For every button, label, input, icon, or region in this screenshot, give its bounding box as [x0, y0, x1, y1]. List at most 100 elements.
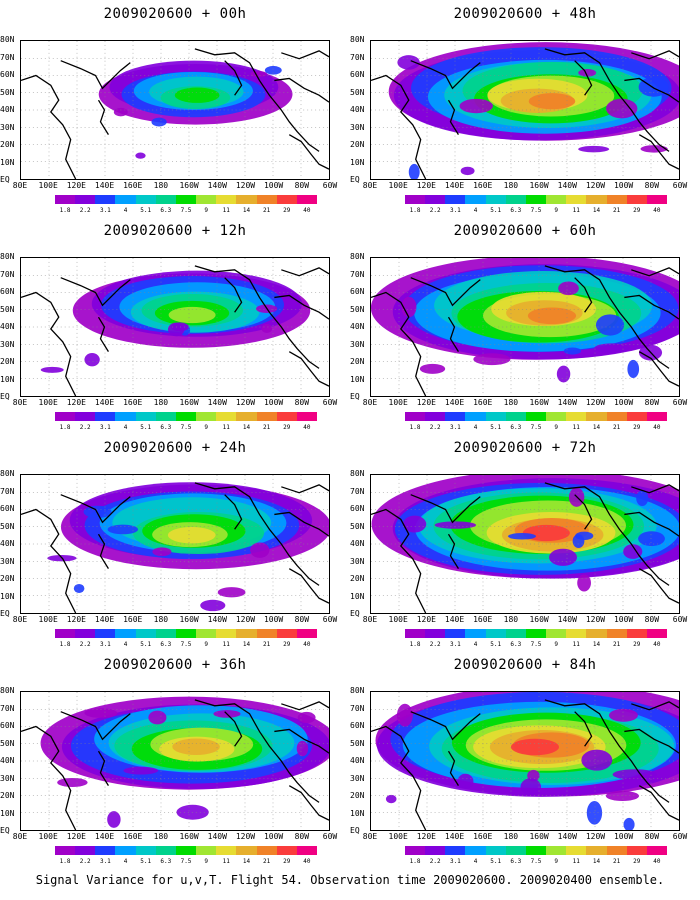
- lat-tick-label: 30N: [350, 773, 365, 783]
- colorbar-level-label: 7.5: [180, 207, 192, 214]
- colorbar-level-label: 40: [653, 207, 661, 214]
- lat-tick-label: 10N: [0, 374, 15, 384]
- colorbar-level-label: 9: [554, 641, 558, 648]
- colorbar: [405, 412, 668, 421]
- lat-tick-label: 50N: [0, 521, 15, 531]
- lat-tick-label: 40N: [350, 539, 365, 548]
- lon-tick-label: 180: [503, 615, 519, 624]
- colorbar-level-label: 11: [572, 641, 580, 648]
- colorbar-swatch: [586, 195, 607, 204]
- lon-tick-label: 80W: [644, 398, 660, 407]
- contour-map-svg: [371, 258, 679, 396]
- lon-tick-label: 100E: [388, 615, 408, 624]
- colorbar-level-label: 40: [303, 858, 311, 865]
- colorbar-swatch: [606, 412, 627, 421]
- lon-tick-label: 140E: [94, 615, 115, 624]
- lat-tick-label: 60N: [0, 70, 15, 79]
- colorbar-level-label: 40: [653, 424, 661, 431]
- lat-tick-label: 60N: [350, 721, 365, 730]
- colorbar-level-label: 5.1: [140, 424, 152, 431]
- variance-patch: [200, 599, 226, 612]
- coastline: [60, 60, 131, 90]
- lon-tick-label: 160E: [473, 832, 493, 841]
- colorbar-level-label: 4: [473, 858, 478, 865]
- lat-tick-label: 70N: [0, 486, 15, 496]
- lat-tick-label: 80N: [0, 252, 15, 261]
- variance-patch: [40, 366, 64, 373]
- map-panel-48h: 2009020600 + 48h 80N 70N 60N 50N 40N 30N 20N 10N…: [350, 0, 700, 217]
- colorbar-level-label: 40: [303, 207, 311, 214]
- lon-tick-label: 160E: [123, 832, 143, 841]
- colorbar-level-label: 21: [612, 424, 621, 431]
- lat-tick-label: EQ: [350, 826, 360, 835]
- lon-tick-label: 80E: [362, 398, 378, 407]
- panel-title: 2009020600 + 84h: [453, 657, 597, 673]
- variance-patch: [460, 166, 475, 176]
- colorbar-level-label: 4: [473, 424, 478, 431]
- colorbar: [405, 629, 668, 638]
- lon-tick-label: 80W: [294, 398, 310, 407]
- contour-map-svg: [371, 692, 679, 830]
- colorbar-swatch: [405, 846, 426, 855]
- colorbar-level-label: 5.1: [140, 858, 152, 865]
- variance-patch: [107, 811, 121, 828]
- variance-patch: [623, 544, 643, 559]
- colorbar-swatch: [566, 846, 587, 855]
- colorbar-swatch: [445, 412, 466, 421]
- colorbar-swatch: [276, 412, 297, 421]
- coastline: [631, 484, 679, 494]
- colorbar-swatch: [155, 412, 176, 421]
- lon-tick-label: 100W: [613, 398, 634, 407]
- colorbar-swatch: [626, 195, 647, 204]
- colorbar-level-label: 4: [123, 207, 128, 214]
- coastline: [574, 494, 593, 530]
- lon-tick-label: 160E: [123, 615, 143, 624]
- lon-tick-label: 160W: [529, 615, 549, 624]
- variance-patch: [73, 583, 85, 593]
- colorbar-level-label: 14: [242, 858, 251, 865]
- colorbar-level-label: 6.3: [510, 858, 522, 865]
- variance-patch: [396, 703, 413, 727]
- lat-tick-label: 10N: [350, 157, 365, 167]
- variance-patch: [84, 708, 118, 718]
- colorbar-swatch: [485, 629, 506, 638]
- lat-tick-label: 20N: [0, 140, 15, 149]
- lon-tick-label: 60W: [322, 832, 338, 841]
- coastline: [638, 351, 679, 387]
- colorbar-swatch: [485, 195, 506, 204]
- colorbar-level-label: 21: [262, 641, 271, 648]
- lon-tick-label: 80W: [294, 181, 310, 190]
- colorbar-swatch: [296, 195, 318, 204]
- lon-tick-label: 160E: [123, 181, 143, 190]
- lat-tick-label: 50N: [350, 738, 365, 748]
- lat-tick-label: 30N: [0, 556, 15, 566]
- colorbar-level-label: 4: [123, 858, 128, 865]
- colorbar-level-label: 2.2: [79, 858, 91, 865]
- variance-patch: [434, 521, 477, 529]
- lon-tick-label: 100W: [263, 615, 284, 624]
- lon-tick-label: 140E: [94, 832, 115, 841]
- colorbar-swatch: [425, 629, 446, 638]
- map-panel-60h: 2009020600 + 60h 80N 70N 60N 50N 40N 30N 20N 10N…: [350, 217, 700, 434]
- coastline: [60, 711, 131, 741]
- variance-patch: [57, 777, 88, 788]
- variance-patch: [595, 314, 625, 336]
- coastline: [21, 74, 77, 179]
- colorbar-swatch: [95, 195, 116, 204]
- colorbar-level-label: 3.1: [99, 424, 111, 431]
- colorbar-swatch: [55, 412, 76, 421]
- colorbar-swatch: [505, 412, 526, 421]
- colorbar-level-label: 7.5: [530, 207, 542, 214]
- variance-patch: [84, 353, 100, 367]
- map-panels-grid: 2009020600 + 00h 80N 70N 60N 50N 40N 30N 20N 10N…: [0, 0, 700, 865]
- colorbar-swatch: [586, 412, 607, 421]
- colorbar-level-label: 5.1: [140, 207, 152, 214]
- lon-tick-label: 80E: [12, 398, 28, 407]
- coastline: [624, 77, 679, 103]
- colorbar-swatch: [626, 412, 647, 421]
- colorbar-level-label: 5.1: [490, 207, 502, 214]
- coastline: [224, 711, 243, 747]
- lon-tick-label: 60W: [322, 398, 338, 407]
- lat-tick-label: 10N: [0, 808, 15, 818]
- variance-patch: [640, 145, 668, 153]
